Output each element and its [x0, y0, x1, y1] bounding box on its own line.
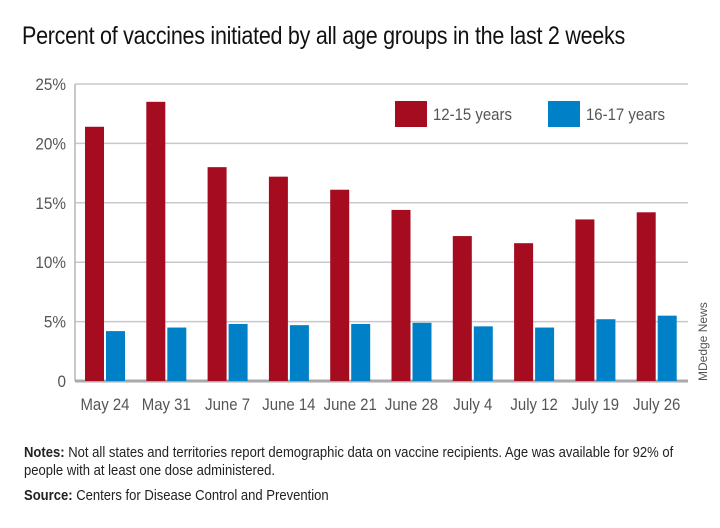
legend-swatch [548, 101, 580, 127]
y-tick-label: 20% [35, 135, 66, 154]
x-tick-label: May 24 [80, 396, 129, 414]
notes: Notes: Not all states and territories re… [24, 444, 708, 480]
x-tick-label: July 19 [572, 396, 619, 414]
bar-16-17 [289, 325, 309, 381]
bar-16-17 [473, 326, 493, 381]
bar-12-15 [636, 212, 656, 381]
bar-16-17 [412, 322, 432, 381]
x-tick-label: May 31 [142, 396, 191, 414]
y-tick-label: 25% [35, 75, 66, 94]
x-tick-label: June 7 [205, 396, 250, 414]
x-tick-label: July 12 [510, 396, 557, 414]
notes-text: Not all states and territories report de… [24, 445, 674, 479]
bar-16-17 [167, 327, 187, 381]
legend-label: 12-15 years [433, 106, 512, 124]
x-tick-label: July 4 [453, 396, 492, 414]
bar-16-17 [228, 323, 248, 381]
bar-16-17 [657, 315, 677, 381]
bar-12-15 [391, 209, 411, 381]
bar-16-17 [535, 327, 555, 381]
source-text: Centers for Disease Control and Preventi… [72, 488, 329, 504]
chart-title: Percent of vaccines initiated by all age… [22, 22, 625, 50]
x-tick-label: June 21 [324, 396, 377, 414]
y-tick-label: 10% [35, 253, 66, 272]
bar-12-15 [452, 236, 472, 381]
bar-16-17 [106, 331, 125, 381]
x-tick-label: July 26 [633, 396, 680, 414]
bar-12-15 [85, 126, 104, 381]
legend-swatch [395, 101, 427, 127]
x-tick-label: June 14 [262, 396, 315, 414]
bar-12-15 [268, 176, 288, 381]
bar-12-15 [207, 167, 227, 381]
y-tick-label: 15% [35, 194, 66, 213]
source: Source: Centers for Disease Control and … [24, 488, 329, 504]
bar-16-17 [351, 323, 371, 381]
source-label: Source: [24, 488, 73, 504]
legend-label: 16-17 years [586, 106, 665, 124]
y-tick-label: 5% [44, 313, 66, 332]
y-tick-label: 0 [57, 372, 66, 391]
bar-12-15 [575, 219, 595, 381]
notes-label: Notes: [24, 445, 65, 461]
bar-12-15 [330, 189, 350, 381]
bar-12-15 [514, 243, 534, 381]
x-tick-label: June 28 [385, 396, 438, 414]
bar-16-17 [596, 319, 616, 381]
bar-12-15 [146, 101, 166, 381]
credit-label: MDedge News [696, 302, 710, 381]
